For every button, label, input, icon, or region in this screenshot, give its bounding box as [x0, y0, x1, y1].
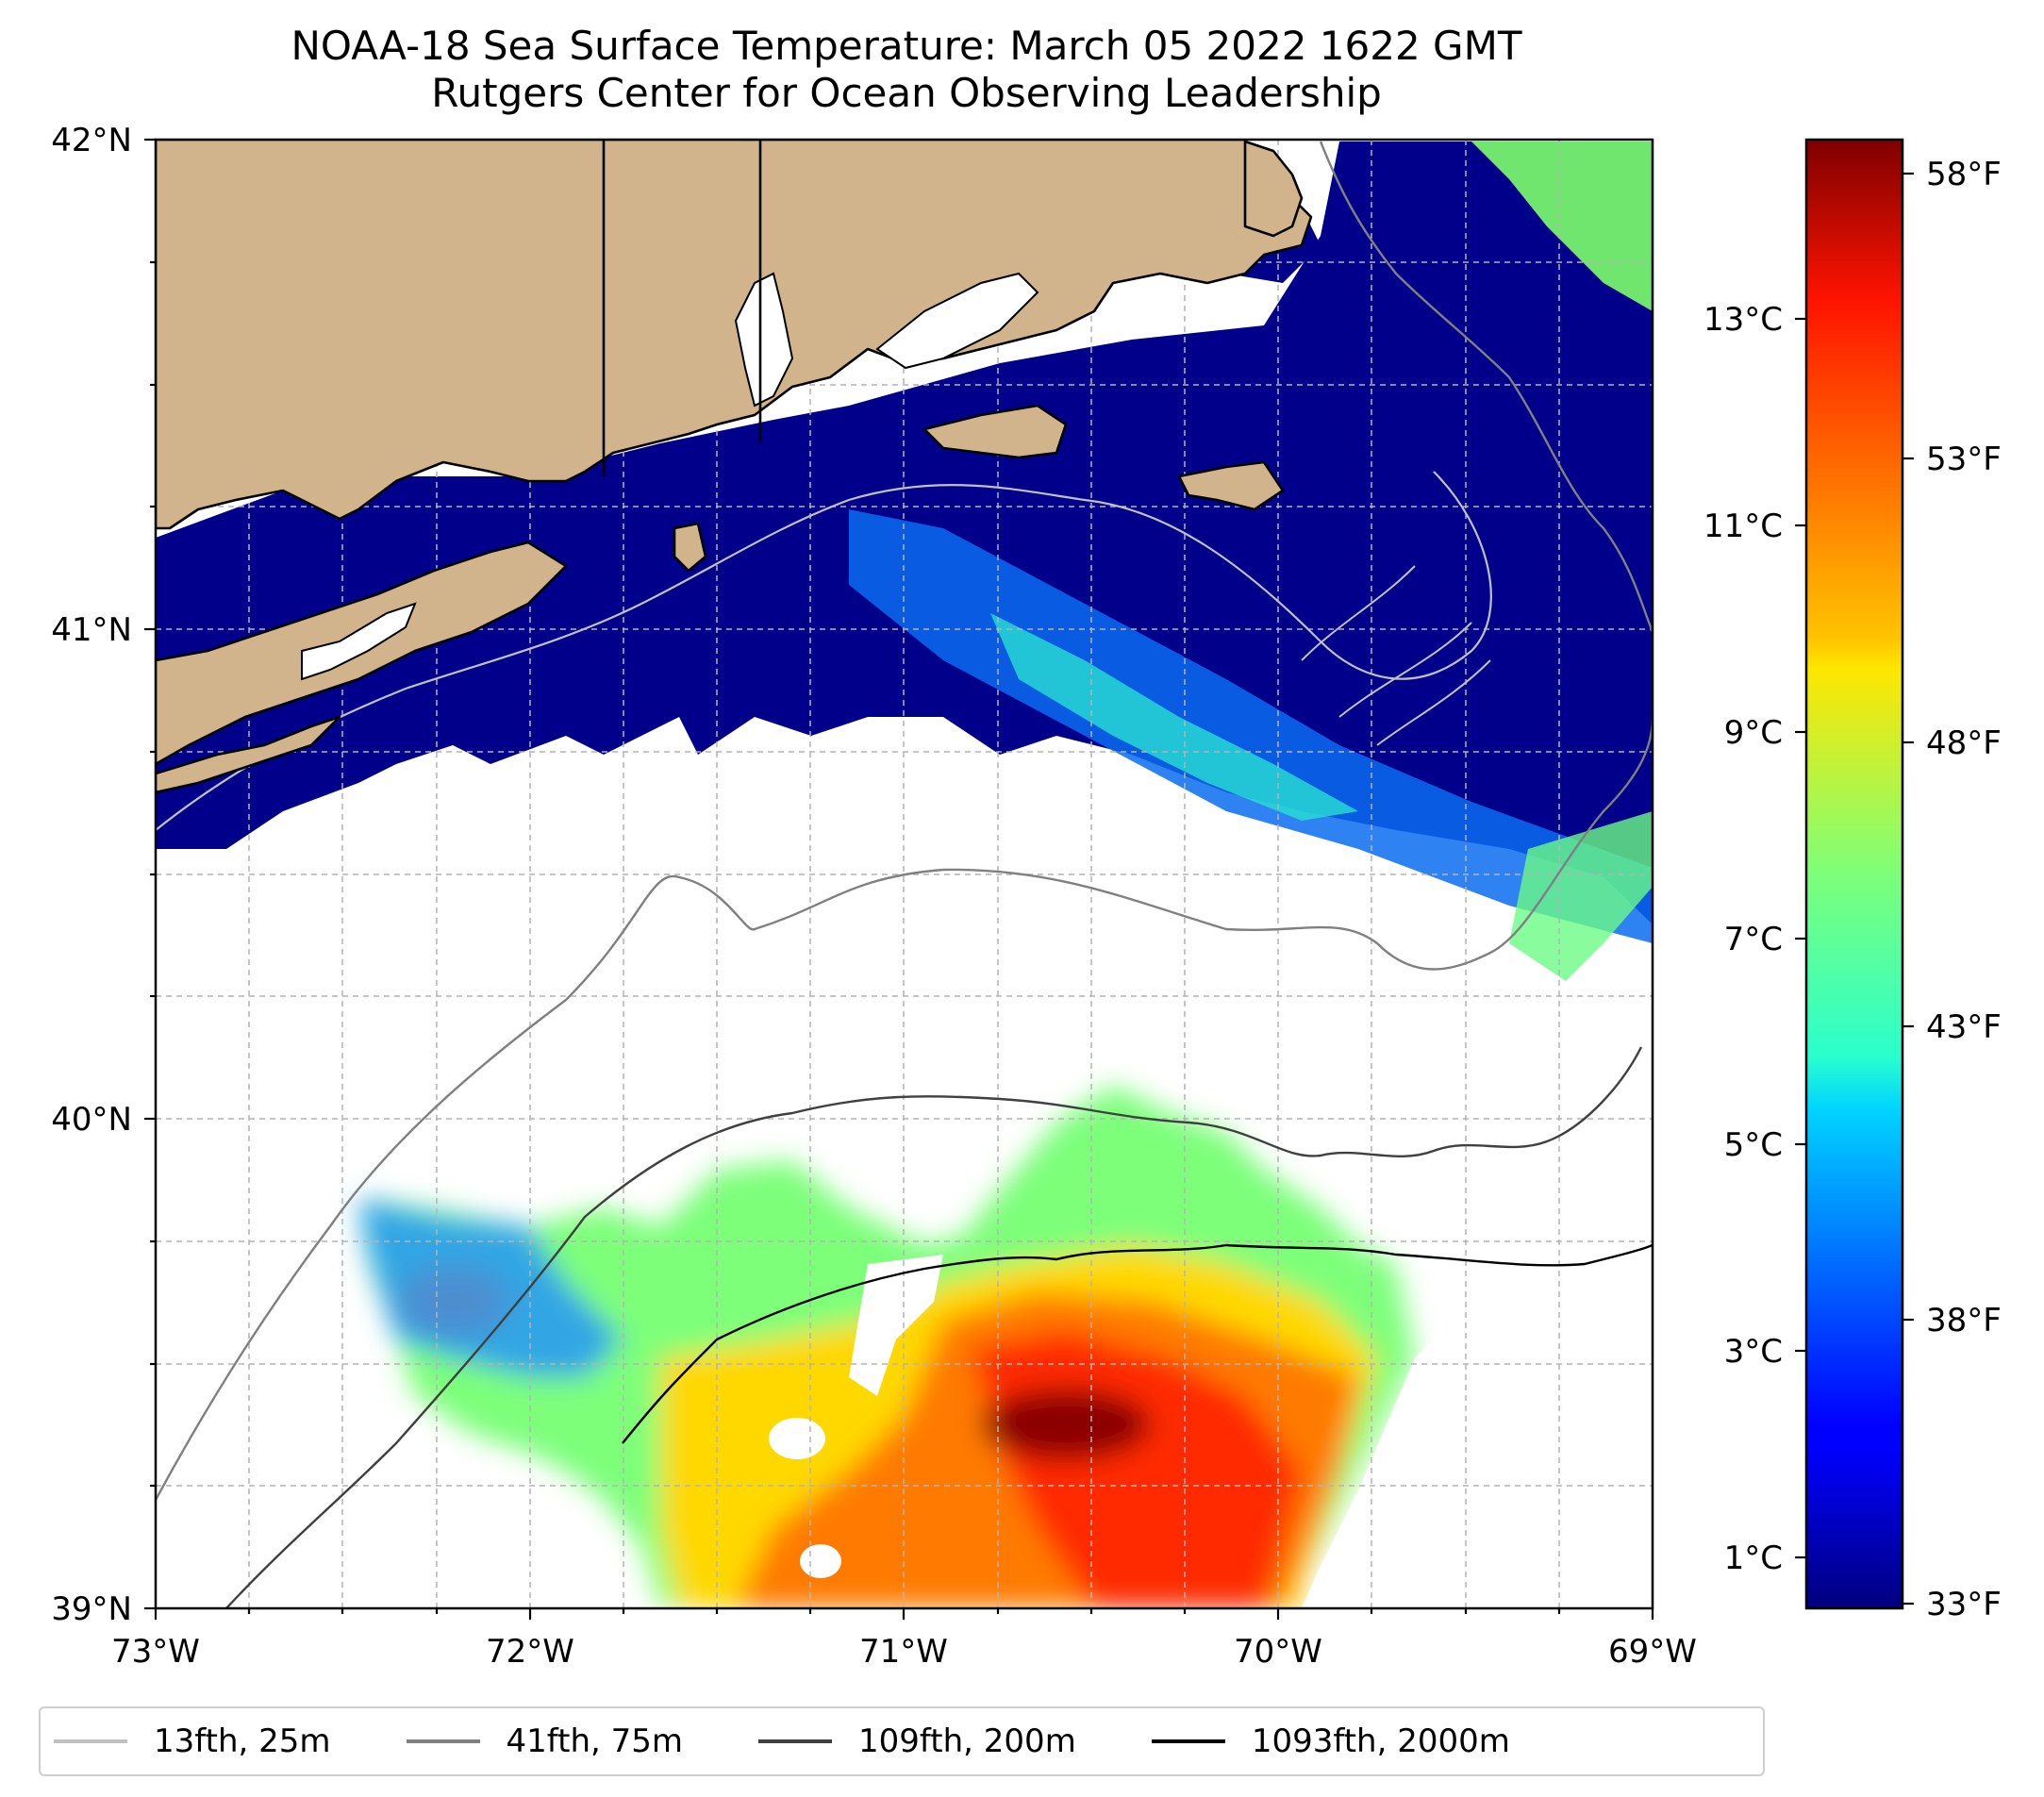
bays	[301, 272, 1039, 681]
legend-label: 1093fth, 2000m	[1251, 1722, 1510, 1760]
sst-east-green	[1509, 811, 1653, 981]
sst-gap	[800, 1544, 841, 1578]
colorbar-celsius-label: 13°C	[1703, 301, 1783, 339]
colorbar-celsius-label: 5°C	[1724, 1126, 1783, 1164]
legend-line-swatch	[54, 1739, 127, 1743]
contour-25m	[1301, 565, 1491, 746]
contour-75m	[1319, 141, 1653, 633]
sst-hot-core	[981, 1389, 1151, 1460]
colorbar-gradient	[1806, 140, 1903, 1608]
axis-ticks	[144, 138, 1654, 1620]
swath-edge	[1302, 1113, 1653, 1608]
contour-legend: 13fth, 25m 41fth, 75m 109fth, 200m 1093f…	[39, 1706, 1765, 1776]
contour-2000m	[622, 1243, 1653, 1444]
y-tick-label: 42°N	[51, 122, 132, 159]
colorbar-fahrenheit-label: 33°F	[1926, 1586, 2002, 1623]
legend-item-200m: 109fth, 200m	[758, 1722, 1076, 1760]
contour-200m	[225, 1046, 1643, 1608]
sst-blue-edge	[358, 1198, 623, 1377]
colorbar-celsius-label: 3°C	[1724, 1333, 1783, 1371]
long-island-bay	[301, 602, 417, 681]
land-cape-cod	[1243, 140, 1304, 238]
legend-label: 13fth, 25m	[154, 1722, 331, 1760]
colorbar-fahrenheit-label: 58°F	[1926, 156, 2002, 193]
bathymetry-contours	[156, 141, 1653, 1608]
chart-title: NOAA-18 Sea Surface Temperature: March 0…	[0, 23, 1813, 117]
legend-line-swatch	[1151, 1739, 1225, 1743]
legend-label: 109fth, 200m	[858, 1722, 1076, 1760]
sst-gap	[769, 1418, 825, 1459]
x-tick-label: 72°W	[486, 1633, 574, 1671]
land-nantucket	[1177, 460, 1285, 511]
contour-75m	[156, 716, 1653, 1501]
sst-cyan-streak	[990, 613, 1358, 821]
colorbar-celsius-label: 1°C	[1724, 1539, 1783, 1577]
colorbar-celsius-label: 11°C	[1703, 507, 1783, 545]
buzzards-bay	[875, 272, 1039, 370]
sst-warmer-streak	[849, 509, 1653, 943]
colorbar-celsius-label: 9°C	[1724, 714, 1783, 752]
colorbar-fahrenheit-label: 48°F	[1926, 724, 2002, 762]
legend-item-75m: 41fth, 75m	[406, 1722, 684, 1760]
y-tick-label: 39°N	[51, 1590, 132, 1628]
land-new-england	[156, 140, 1313, 530]
x-tick-label: 71°W	[859, 1633, 948, 1671]
title-line-1: NOAA-18 Sea Surface Temperature: March 0…	[291, 23, 1522, 69]
x-tick-label: 70°W	[1234, 1633, 1322, 1671]
colorbar-frame	[1804, 138, 1904, 1610]
colorbar-fahrenheit-label: 43°F	[1926, 1008, 2002, 1046]
legend-item-25m: 13fth, 25m	[54, 1722, 331, 1760]
sst-ne-green	[1471, 141, 1653, 311]
colorbar-fahrenheit-label: 38°F	[1926, 1302, 2002, 1339]
legend-item-2000m: 1093fth, 2000m	[1151, 1722, 1510, 1760]
legend-line-swatch	[758, 1739, 833, 1743]
colorbar-fahrenheit-label: 53°F	[1926, 441, 2002, 478]
colorbar-ticks	[1795, 172, 1914, 1606]
land-marthas-vineyard	[922, 404, 1068, 459]
y-tick-label: 41°N	[51, 611, 132, 649]
x-tick-label: 69°W	[1608, 1633, 1697, 1671]
legend-label: 41fth, 75m	[506, 1722, 684, 1760]
title-line-2: Rutgers Center for Ocean Observing Leade…	[431, 70, 1382, 116]
legend-line-swatch	[406, 1739, 480, 1743]
land-block-island	[673, 522, 707, 573]
sst-gap	[849, 1255, 943, 1396]
colorbar: 13°C 11°C 9°C 7°C 5°C 3°C 1°C 58°F 53°F …	[1703, 138, 2002, 1623]
contour-25m	[156, 471, 1492, 831]
x-tick-label: 73°W	[111, 1633, 200, 1671]
land-nj-coast	[156, 715, 341, 794]
colorbar-celsius-label: 7°C	[1724, 921, 1783, 958]
y-tick-label: 40°N	[51, 1101, 132, 1139]
